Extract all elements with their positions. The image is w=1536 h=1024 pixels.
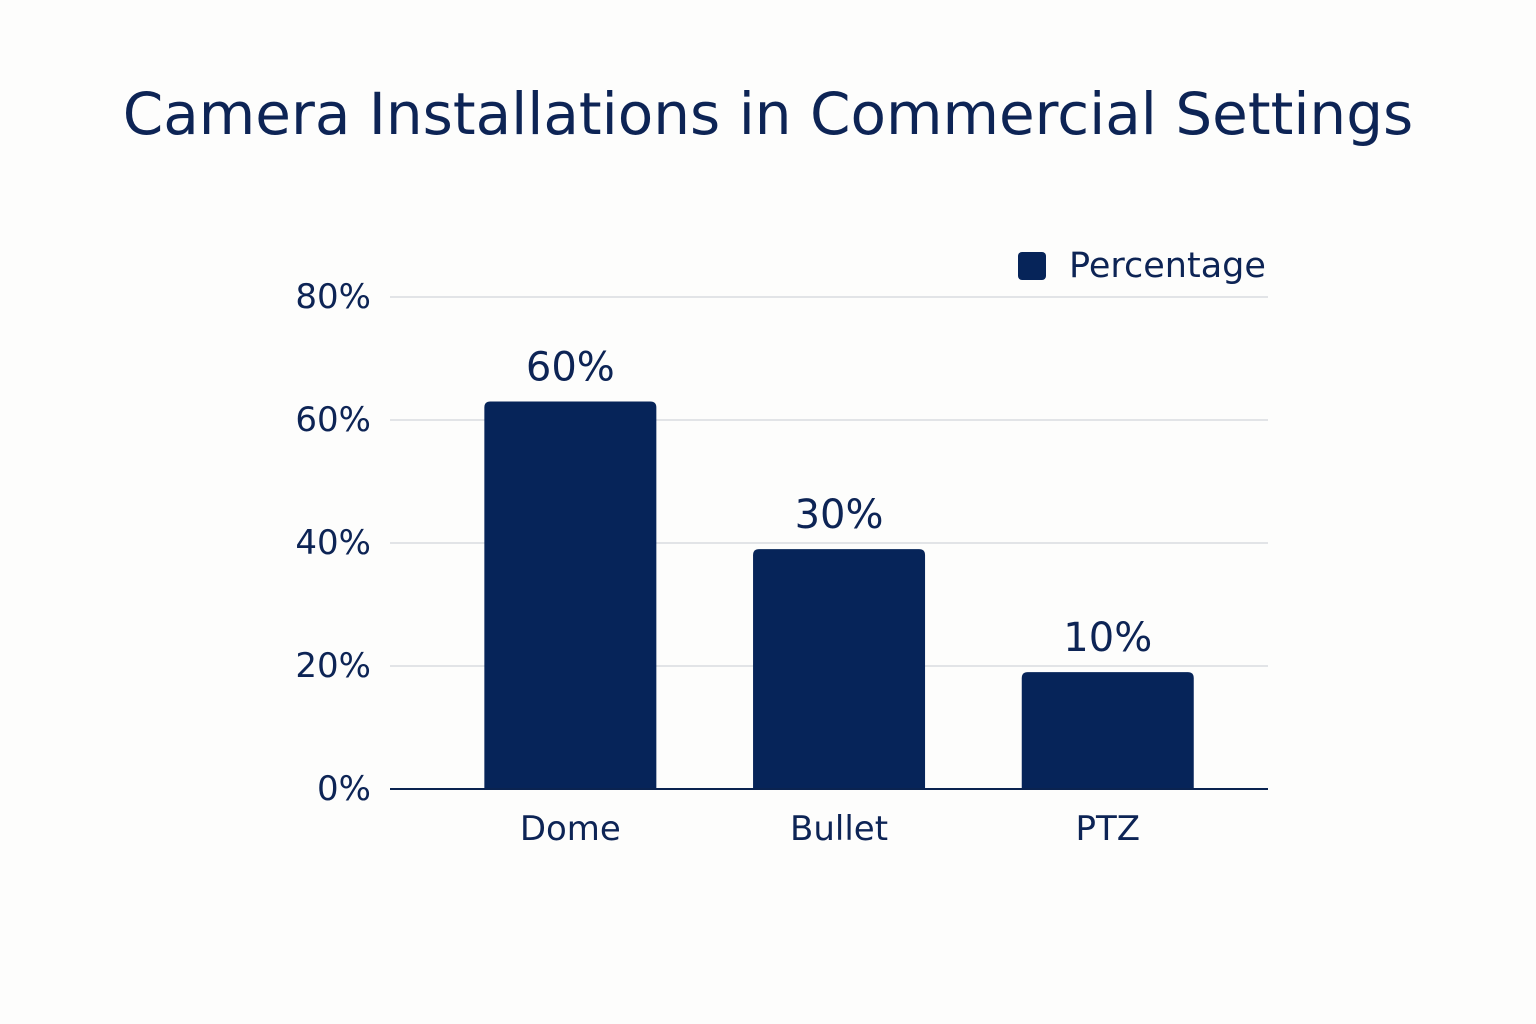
bar-bullet [753, 549, 926, 789]
bars [484, 401, 1194, 789]
category-label-ptz: PTZ [1075, 809, 1140, 849]
y-tick-label: 80% [295, 277, 371, 317]
data-label-dome: 60% [526, 345, 615, 391]
category-label-bullet: Bullet [790, 809, 888, 849]
legend-swatch [1018, 252, 1046, 280]
x-axis-categories: Dome Bullet PTZ [520, 809, 1140, 849]
y-tick-label: 60% [295, 400, 371, 440]
data-labels: 60% 30% 10% [526, 345, 1152, 662]
y-tick-label: 20% [295, 646, 371, 686]
y-axis-ticks: 0% 20% 40% 60% 80% [295, 277, 371, 809]
data-label-bullet: 30% [795, 492, 884, 538]
chart-title: Camera Installations in Commercial Setti… [122, 80, 1414, 148]
bar-dome [484, 401, 657, 789]
legend: Percentage [1018, 246, 1266, 286]
y-tick-label: 40% [295, 523, 371, 563]
data-label-ptz: 10% [1063, 615, 1152, 661]
category-label-dome: Dome [520, 809, 621, 849]
bar-ptz [1021, 672, 1194, 789]
y-tick-label: 0% [317, 769, 371, 809]
legend-label-percentage: Percentage [1069, 246, 1266, 286]
